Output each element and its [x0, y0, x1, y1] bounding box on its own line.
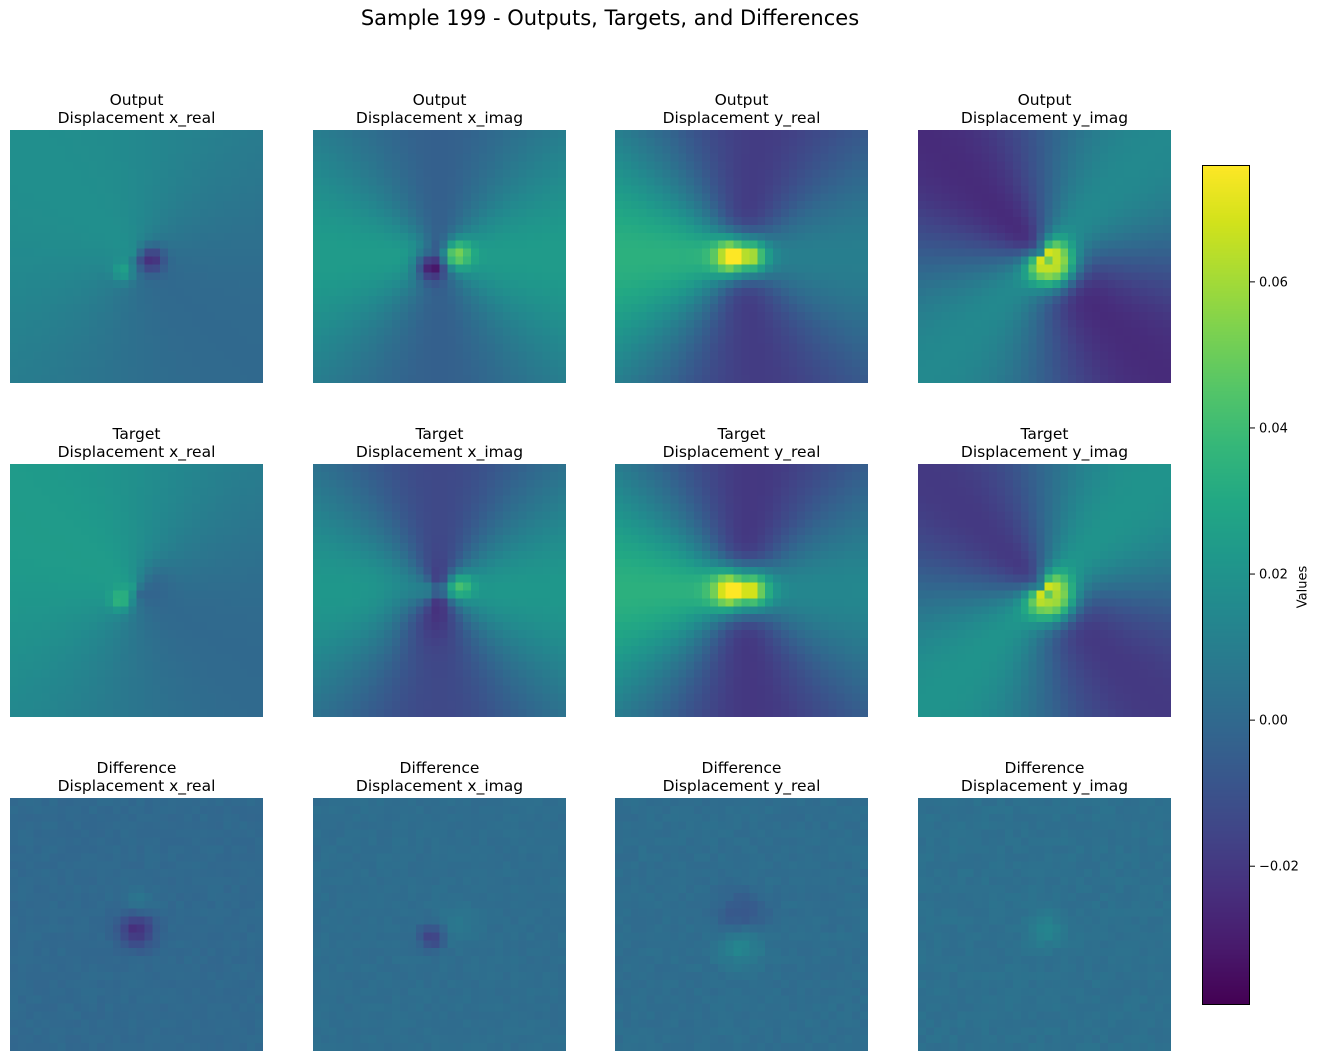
panel-row-label: Difference — [399, 759, 480, 777]
heatmap-output-displacement-x-real — [10, 130, 263, 383]
figure-title: Sample 199 - Outputs, Targets, and Diffe… — [360, 6, 860, 30]
panel-title: Target Displacement y_imag — [918, 425, 1171, 461]
panel-title: Difference Displacement x_imag — [313, 759, 566, 795]
panel-row-label: Target — [1020, 425, 1069, 443]
panel-row-label: Difference — [96, 759, 177, 777]
panel-column-label: Displacement y_imag — [960, 442, 1129, 461]
panel-row-label: Target — [112, 425, 161, 443]
colorbar — [1202, 165, 1250, 1005]
panel-column-label: Displacement y_imag — [960, 108, 1129, 127]
panel-title: Difference Displacement x_real — [10, 759, 263, 795]
panel-title: Output Displacement x_real — [10, 91, 263, 127]
panel-title: Output Displacement y_real — [615, 91, 868, 127]
panel-row-label: Target — [415, 425, 464, 443]
panel-row-label: Target — [717, 425, 766, 443]
panel-column-label: Displacement x_imag — [355, 442, 524, 461]
panel-column-label: Displacement y_real — [662, 442, 821, 461]
panel-column-label: Displacement y_real — [662, 776, 821, 795]
panel-title: Target Displacement x_real — [10, 425, 263, 461]
panel-column-label: Displacement x_real — [57, 108, 216, 127]
panel-column-label: Displacement x_imag — [355, 108, 524, 127]
panel-row-label: Difference — [1004, 759, 1085, 777]
colorbar-tick-label: 0.02 — [1259, 568, 1288, 583]
heatmap-target-displacement-y-imag — [918, 464, 1171, 717]
heatmap-difference-displacement-x-real — [10, 798, 263, 1051]
heatmap-difference-displacement-y-imag — [918, 798, 1171, 1051]
heatmap-target-displacement-y-real — [615, 464, 868, 717]
panel-title: Difference Displacement y_real — [615, 759, 868, 795]
panel-row-label: Output — [714, 91, 769, 109]
panel-column-label: Displacement x_real — [57, 776, 216, 795]
panel-title: Target Displacement y_real — [615, 425, 868, 461]
heatmap-target-displacement-x-imag — [313, 464, 566, 717]
panel-title: Difference Displacement y_imag — [918, 759, 1171, 795]
heatmap-output-displacement-y-imag — [918, 130, 1171, 383]
colorbar-label: Values — [1295, 565, 1311, 609]
heatmap-difference-displacement-x-imag — [313, 798, 566, 1051]
colorbar-axis: −0.02 0.00 0.02 0.04 0.06 — [1250, 275, 1299, 875]
panel-title: Output Displacement y_imag — [918, 91, 1171, 127]
panel-row-label: Output — [109, 91, 164, 109]
panel-row-label: Output — [1017, 91, 1072, 109]
panel-row-label: Difference — [701, 759, 782, 777]
heatmap-difference-displacement-y-real — [615, 798, 868, 1051]
heatmap-target-displacement-x-real — [10, 464, 263, 717]
colorbar-tick-label: 0.00 — [1259, 714, 1288, 729]
heatmap-output-displacement-x-imag — [313, 130, 566, 383]
colorbar-tick-label: −0.02 — [1259, 860, 1299, 875]
panel-column-label: Displacement y_real — [662, 108, 821, 127]
panel-column-label: Displacement x_real — [57, 442, 216, 461]
panel-title: Target Displacement x_imag — [313, 425, 566, 461]
colorbar-tick-label: 0.04 — [1259, 421, 1288, 436]
heatmap-output-displacement-y-real — [615, 130, 868, 383]
colorbar-tick-label: 0.06 — [1259, 275, 1288, 290]
panel-column-label: Displacement x_imag — [355, 776, 524, 795]
panel-title: Output Displacement x_imag — [313, 91, 566, 127]
panel-row-label: Output — [412, 91, 467, 109]
panel-column-label: Displacement y_imag — [960, 776, 1129, 795]
colorbar-gradient — [1203, 166, 1249, 1004]
